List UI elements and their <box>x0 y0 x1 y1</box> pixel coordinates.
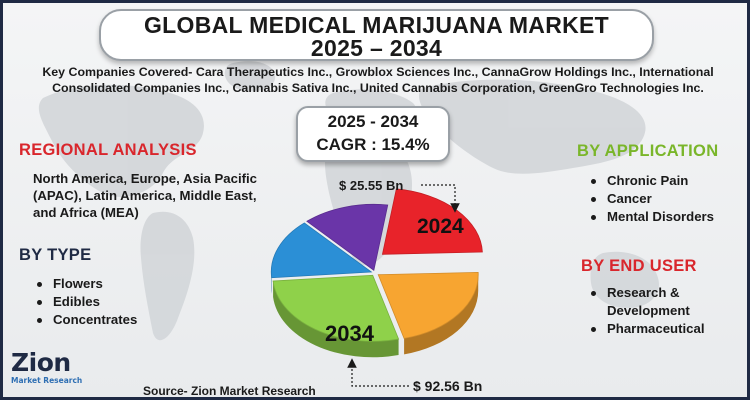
callout-2034-text: $ 92.56 Bn <box>413 378 482 394</box>
list-item: Research & Development <box>587 284 717 320</box>
callout-2024: $ 25.55 Bn <box>339 178 460 213</box>
slice-orange-side <box>404 274 479 355</box>
key-companies-line-1: Key Companies Covered- Cara Therapeutics… <box>42 65 714 79</box>
list-item: Edibles <box>33 293 137 311</box>
list-item: Concentrates <box>33 311 137 329</box>
by-application-list: Chronic Pain Cancer Mental Disorders <box>587 172 714 226</box>
key-companies-text: Key Companies Covered- Cara Therapeutics… <box>9 64 747 96</box>
regional-analysis-heading: REGIONAL ANALYSIS <box>19 141 197 159</box>
pie-label-2024: 2024 <box>417 215 464 238</box>
slice-purple <box>306 203 389 272</box>
list-item-label: Research & Development <box>607 285 690 318</box>
callout-2024-text: $ 25.55 Bn <box>339 178 403 193</box>
pie-labels: 2024 2034 <box>325 215 464 346</box>
by-type-heading: BY TYPE <box>19 246 92 264</box>
by-end-user-heading: BY END USER <box>581 257 697 275</box>
by-end-user-list: Research & Development Pharmaceutical <box>587 284 717 338</box>
zion-logo: Zion Market Research <box>11 348 121 397</box>
list-item: Cancer <box>587 190 714 208</box>
page-title-years: 2025 – 2034 <box>310 35 443 61</box>
page-title: GLOBAL MEDICAL MARIJUANA MARKET <box>143 12 610 38</box>
list-item: Chronic Pain <box>587 172 714 190</box>
regional-analysis-text: North America, Europe, Asia Pacific (APA… <box>33 171 258 220</box>
slice-orange <box>377 271 479 339</box>
pie-chart: 2024 2034 $ 25.55 Bn $ 92.56 Bn <box>270 178 483 394</box>
list-item: Pharmaceutical <box>587 320 717 338</box>
by-type-list: Flowers Edibles Concentrates <box>33 275 137 329</box>
callout-2034: $ 92.56 Bn <box>347 358 482 394</box>
list-item: Flowers <box>33 275 137 293</box>
list-item: Mental Disorders <box>587 208 714 226</box>
cagr-box: 2025 - 2034 CAGR : 15.4% <box>296 106 450 162</box>
logo-sub-text: Market Research <box>11 376 83 385</box>
title-box: GLOBAL MEDICAL MARIJUANA MARKET 2025 – 2… <box>99 9 654 61</box>
source-text: Source- Zion Market Research <box>143 384 316 398</box>
logo-main-text: Zion <box>11 348 71 377</box>
cagr-years: 2025 - 2034 <box>327 112 419 131</box>
pie-top <box>270 188 483 342</box>
slice-green-side <box>273 281 399 358</box>
key-companies-line-2: Consolidated Companies Inc., Cannabis Sa… <box>52 81 704 95</box>
by-application-heading: BY APPLICATION <box>577 142 719 160</box>
pie-label-2034: 2034 <box>325 321 375 346</box>
slice-green <box>272 274 400 342</box>
cagr-value: CAGR : 15.4% <box>316 135 430 154</box>
slice-blue <box>270 222 373 279</box>
